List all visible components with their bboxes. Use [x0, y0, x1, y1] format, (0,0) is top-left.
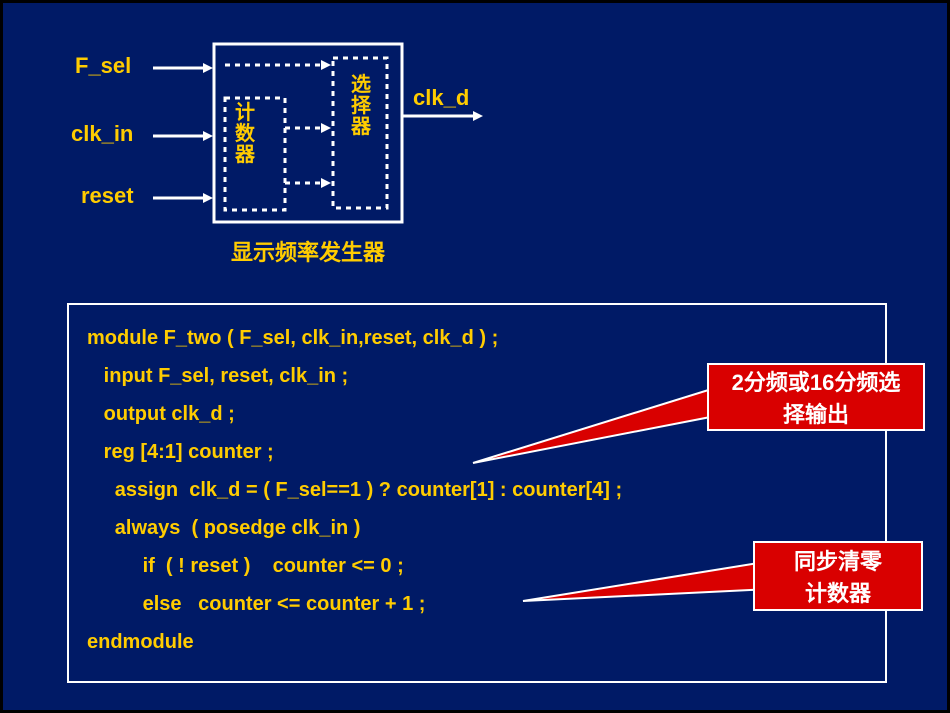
- label-clk-d: clk_d: [413, 85, 469, 111]
- counter-box-label: 计 数 器: [235, 103, 255, 166]
- arrow-out: [403, 111, 483, 121]
- arrow-in1: [153, 63, 213, 73]
- callout-1-pointer-icon: [473, 383, 733, 483]
- callout-2: 同步清零 计数器: [753, 541, 923, 611]
- label-clk-in: clk_in: [71, 121, 133, 147]
- code-line-6: always ( posedge clk_in ): [87, 509, 867, 547]
- callout-1-line2: 择输出: [732, 397, 901, 429]
- label-f-sel: F_sel: [75, 53, 131, 79]
- arrow-in2: [153, 131, 213, 141]
- code-box: module F_two ( F_sel, clk_in,reset, clk_…: [67, 303, 887, 683]
- diagram-caption: 显示频率发生器: [231, 235, 385, 267]
- arrow-in3: [153, 193, 213, 203]
- code-line-9: endmodule: [87, 623, 867, 661]
- callout-2-line1: 同步清零: [794, 544, 882, 576]
- callout-2-pointer-icon: [523, 561, 773, 611]
- code-line-1: module F_two ( F_sel, clk_in,reset, clk_…: [87, 319, 867, 357]
- callout-2-line2: 计数器: [794, 576, 882, 608]
- label-reset: reset: [81, 183, 134, 209]
- callout-1-line1: 2分频或16分频选: [732, 365, 901, 397]
- selector-box-label: 选 择 器: [351, 75, 371, 138]
- callout-1: 2分频或16分频选 择输出: [707, 363, 925, 431]
- slide: F_sel clk_in reset clk_d 计 数 器: [0, 0, 950, 713]
